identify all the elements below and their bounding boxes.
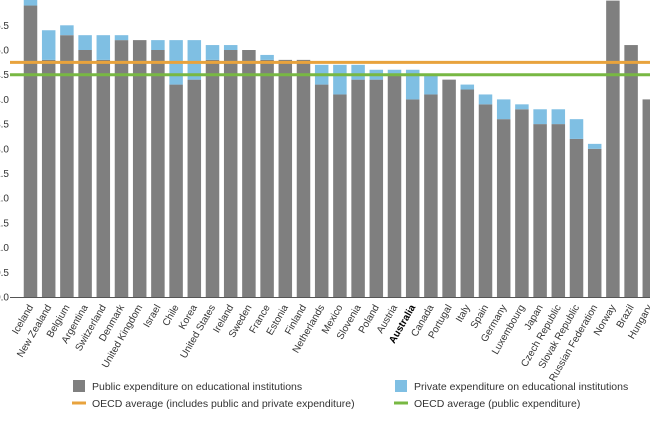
legend: Public expenditure on educational instit… [72,380,628,410]
bar-private [260,54,274,60]
bar-private [405,69,420,100]
bar-public [23,5,38,297]
y-tick-label: 1.5 [0,218,9,229]
bar-public [496,119,511,297]
bar-public [442,79,456,297]
bar-public [132,40,147,298]
bar-public [114,40,129,298]
bar-public [515,109,529,297]
bar-public [151,50,165,297]
y-tick-label: 4.0 [0,95,9,106]
bar-private [496,99,511,120]
bar-private [515,104,529,110]
legend-swatch [73,380,85,392]
bar-private [78,35,92,50]
legend-label: Public expenditure on educational instit… [92,381,302,393]
bar-public [78,50,92,297]
bar-private [569,119,584,139]
bar-public [60,35,74,298]
bar-public [642,99,650,298]
bar-public [460,89,475,298]
legend-swatch [395,380,407,392]
y-tick-label: 0.5 [0,268,9,279]
bar-public [405,99,420,298]
bar-private [223,45,238,50]
bar-private [460,84,475,90]
legend-label: OECD average (includes public and privat… [92,398,355,410]
bar-private [387,69,402,75]
y-tick-label: 3.0 [0,144,9,155]
bar-private [351,64,365,80]
bar-public [333,94,347,298]
bar-public [551,124,566,297]
bar-public [260,59,274,297]
bar-public [96,59,111,297]
y-tick-label: 4.5 [0,70,9,81]
bar-public [205,59,220,297]
legend-label: Private expenditure on educational insti… [414,381,628,393]
bar-private [424,74,438,95]
bar-private [187,40,202,80]
bar-public [587,148,602,297]
bar-public [606,0,620,297]
y-tick-label: 5.0 [0,46,9,57]
y-tick-label: 5.5 [0,21,9,32]
y-tick-label: 3.5 [0,120,9,131]
bar-private [41,30,56,60]
y-tick-label: 2.0 [0,194,9,205]
bars [23,0,650,298]
bar-public [533,124,547,297]
reference-lines [10,60,650,77]
bar-public [41,59,56,297]
y-axis-ticks: 0.00.51.01.52.02.53.03.54.04.55.05.56.5 [0,21,9,304]
bar-public [424,94,438,298]
bar-private [23,0,38,6]
bar-public [278,59,293,297]
y-tick-label: 2.5 [0,169,9,180]
bar-public [387,74,402,297]
bar-private [96,35,111,60]
bar-public [169,84,183,297]
bar-public [569,138,584,297]
bar-private [333,64,347,95]
y-tick-label: 1.0 [0,243,9,254]
bar-private [60,25,74,36]
bar-private [114,35,129,41]
x-tick-label: Israel [142,303,164,330]
bar-private [587,143,602,149]
bar-private [151,40,165,50]
bar-private [205,45,220,60]
bar-public [478,104,493,297]
y-tick-label: 0.0 [0,293,9,304]
legend-label: OECD average (public expenditure) [414,398,580,410]
bar-public [369,79,384,297]
bar-public [624,45,638,298]
bar-private [478,94,493,105]
bar-private [533,109,547,125]
bar-public [187,79,202,297]
bar-public [223,50,238,297]
bar-private [551,109,566,125]
bar-public [242,50,256,297]
bar-public [296,59,311,297]
bar-public [351,79,365,297]
bar-public [314,84,329,297]
